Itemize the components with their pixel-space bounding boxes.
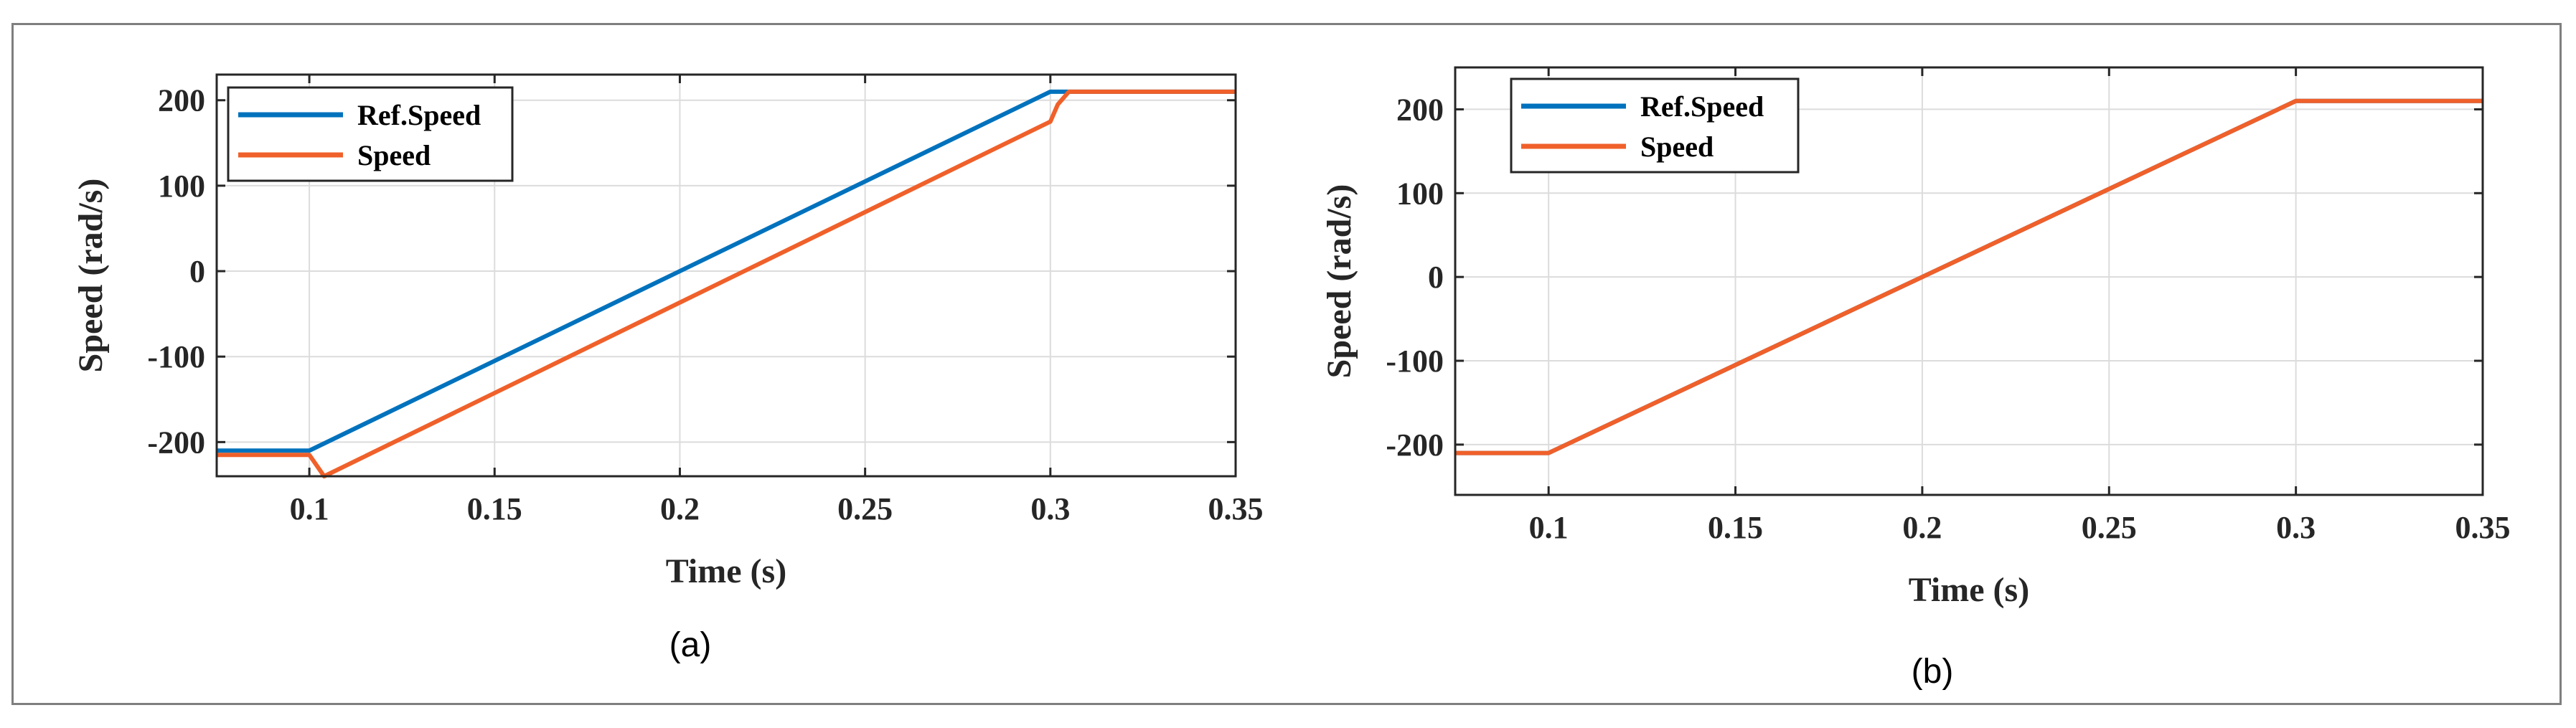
- panel-label: (a): [669, 626, 712, 664]
- panel-label: (b): [1912, 653, 1954, 691]
- y-tick-label: 100: [158, 169, 205, 204]
- x-tick-label: 0.1: [290, 491, 329, 526]
- y-tick-label: -100: [147, 339, 205, 374]
- x-tick-label: 0.2: [1902, 510, 1942, 545]
- y-tick-label: -200: [147, 425, 205, 460]
- legend-box: [1510, 77, 1800, 174]
- legend-label: Speed: [1640, 131, 1714, 163]
- x-axis-label: Time (s): [666, 552, 786, 590]
- legend: Ref.Speed Speed: [1510, 77, 1800, 174]
- y-tick-label: 200: [1396, 92, 1444, 127]
- legend-label: Ref.Speed: [1640, 90, 1764, 123]
- legend: Ref.Speed Speed: [227, 86, 514, 182]
- x-tick-label: 0.2: [660, 491, 700, 526]
- x-tick-label: 0.3: [2276, 510, 2316, 545]
- chart-a: 0.1 0.15 0.2 0.25 0.3 0.35 -200 -100 0 100 200 Time…: [72, 73, 1264, 664]
- chart-b: 0.1 0.15 0.2 0.25 0.3 0.35 -200 -100 0 100 200 Time…: [1320, 66, 2511, 691]
- x-axis-label: Time (s): [1909, 571, 2029, 609]
- axes-box: [1454, 66, 2484, 496]
- x-tick-label: 0.25: [837, 491, 893, 526]
- y-tick-label: 200: [158, 83, 205, 118]
- x-tick-label: 0.3: [1030, 491, 1070, 526]
- axes-box: [215, 73, 1237, 478]
- y-tick-label: -200: [1386, 427, 1444, 463]
- y-tick-label: -100: [1386, 344, 1444, 379]
- y-tick-label: 100: [1396, 176, 1444, 211]
- x-tick-label: 0.1: [1529, 510, 1569, 545]
- y-tick-label: 0: [1428, 260, 1444, 295]
- series-line-speed: [1455, 98, 2483, 455]
- x-tick-label: 0.25: [2082, 510, 2137, 545]
- legend-label: Ref.Speed: [357, 99, 481, 131]
- y-axis-label: Speed (rad/s): [72, 179, 110, 373]
- y-tick-label: 0: [189, 254, 205, 289]
- series-line-speed: [217, 89, 1236, 478]
- legend-box: [227, 86, 514, 182]
- x-tick-label: 0.35: [2455, 510, 2511, 545]
- x-tick-label: 0.15: [1708, 510, 1763, 545]
- x-tick-label: 0.35: [1208, 491, 1264, 526]
- x-tick-label: 0.15: [467, 491, 522, 526]
- y-axis-label: Speed (rad/s): [1320, 184, 1358, 379]
- legend-label: Speed: [357, 139, 431, 171]
